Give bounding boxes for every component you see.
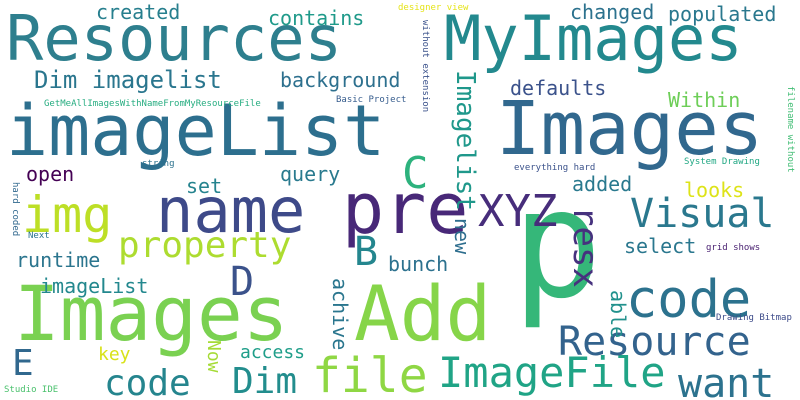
word-name: name: [156, 174, 306, 247]
word-designer-view: designer view: [398, 3, 469, 13]
word-getmeallimages: GetMeAllImagesWithNameFromMyResourceFile: [44, 99, 261, 109]
word-imagefile: ImageFile: [438, 348, 666, 397]
word-xyz: XYZ: [478, 186, 558, 237]
word-add: Add: [354, 269, 492, 358]
word-images-lower: Images: [14, 269, 289, 358]
word-system-drawing: System Drawing: [684, 157, 760, 167]
word-now: Now: [203, 340, 224, 373]
word-open: open: [26, 162, 75, 186]
word-pre: pre: [342, 168, 469, 250]
word-string: string: [142, 159, 175, 169]
word-p: p: [512, 158, 603, 332]
word-select: select: [624, 234, 697, 258]
word-code-bottom: code: [104, 363, 191, 400]
word-query: query: [280, 162, 341, 186]
word-next: Next: [28, 231, 50, 241]
word-added: added: [572, 172, 633, 196]
word-b: B: [354, 229, 379, 275]
word-dim-imagelist: Dim imagelist: [34, 66, 222, 94]
word-resx: resx: [565, 206, 605, 288]
word-basic-project: Basic Project: [336, 95, 407, 105]
word-everything-hard: everything hard: [514, 163, 596, 173]
word-img: img: [22, 186, 113, 244]
word-studio-ide: Studio IDE: [4, 385, 59, 395]
word-file: file: [312, 348, 428, 400]
word-visual: Visual: [630, 191, 775, 237]
word-new: new: [450, 218, 474, 255]
word-drawing-bitmap: Drawing Bitmap: [716, 313, 792, 323]
word-filename-without: filename without: [785, 86, 795, 173]
word-want: want: [678, 361, 775, 400]
word-without-extension: without extension: [420, 20, 430, 113]
word-runtime: runtime: [16, 248, 101, 272]
word-hard-coded: hard coded: [10, 182, 20, 237]
word-bunch: bunch: [388, 252, 449, 276]
word-looks: looks: [684, 178, 745, 202]
word-contains: contains: [268, 6, 365, 30]
word-resources: Resources: [6, 2, 342, 75]
word-achive: achive: [328, 278, 352, 351]
word-background: background: [280, 68, 401, 92]
word-myimages: MyImages: [444, 2, 743, 75]
word-images-upper: Images: [496, 86, 764, 172]
word-imagelist-large: imageList: [6, 90, 386, 172]
word-code-right: code: [626, 270, 752, 330]
word-set: set: [186, 174, 223, 198]
word-imagelist-vertical: Imagelist: [450, 70, 480, 211]
word-dim: Dim: [232, 361, 298, 400]
word-within: Within: [668, 88, 741, 112]
word-populated: populated: [668, 2, 777, 26]
word-resource: Resource: [558, 319, 751, 365]
word-key: key: [98, 344, 131, 365]
word-c: C: [402, 148, 429, 199]
word-grid-shows: grid shows: [706, 243, 761, 253]
word-property: property: [118, 225, 292, 266]
word-defaults: defaults: [510, 76, 607, 100]
word-e: E: [12, 343, 34, 384]
word-changed: changed: [570, 0, 655, 24]
word-able: able: [606, 290, 630, 339]
word-created: created: [96, 0, 181, 24]
word-imagelist-small: imageList: [40, 274, 149, 298]
word-d: D: [230, 259, 255, 305]
word-access: access: [240, 342, 306, 363]
